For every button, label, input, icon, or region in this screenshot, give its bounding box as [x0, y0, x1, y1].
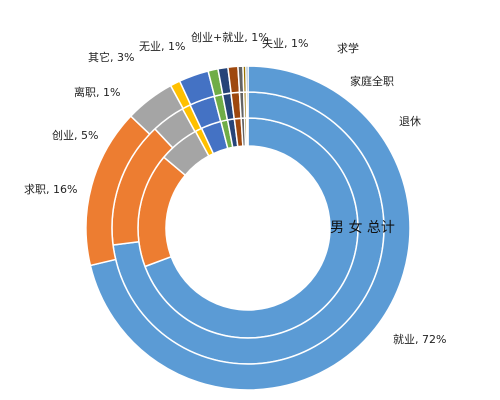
label-其它: 其它, 3%	[88, 50, 134, 64]
slice-总计-退休	[245, 65, 249, 93]
label-退休: 退休	[399, 115, 421, 128]
label-无业: 无业, 1%	[139, 40, 185, 53]
label-创业: 创业, 5%	[52, 129, 98, 142]
label-家庭全职: 家庭全职	[350, 74, 394, 88]
label-离职: 离职, 1%	[74, 85, 120, 99]
rings-layer	[85, 65, 411, 391]
label-求职: 求职, 16%	[24, 183, 77, 196]
slice-总计-就业	[89, 65, 411, 391]
label-求学: 求学	[337, 41, 359, 55]
label-失业: 失业, 1%	[262, 37, 308, 50]
labels-layer: 就业, 72% 求职, 16% 创业, 5% 离职, 1% 其它, 3% 无业,…	[24, 30, 446, 346]
label-创业加就业: 创业+就业, 1%	[191, 30, 269, 44]
slice-女-退休	[245, 91, 249, 119]
ring-name-label: 男 女 总计	[330, 219, 395, 236]
label-就业: 就业, 72%	[393, 332, 446, 346]
slice-男-退休	[245, 117, 249, 147]
